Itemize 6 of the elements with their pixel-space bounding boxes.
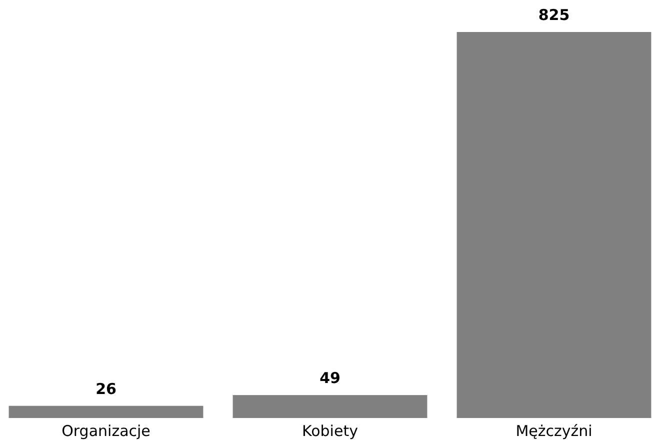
x-tick-label: Kobiety (302, 422, 358, 440)
data-label: 49 (320, 369, 340, 388)
x-tick-label: Mężczyźni (516, 422, 592, 440)
x-tick-label: Organizacje (62, 422, 150, 440)
data-label: 825 (538, 6, 570, 24)
data-label: 26 (96, 380, 116, 398)
